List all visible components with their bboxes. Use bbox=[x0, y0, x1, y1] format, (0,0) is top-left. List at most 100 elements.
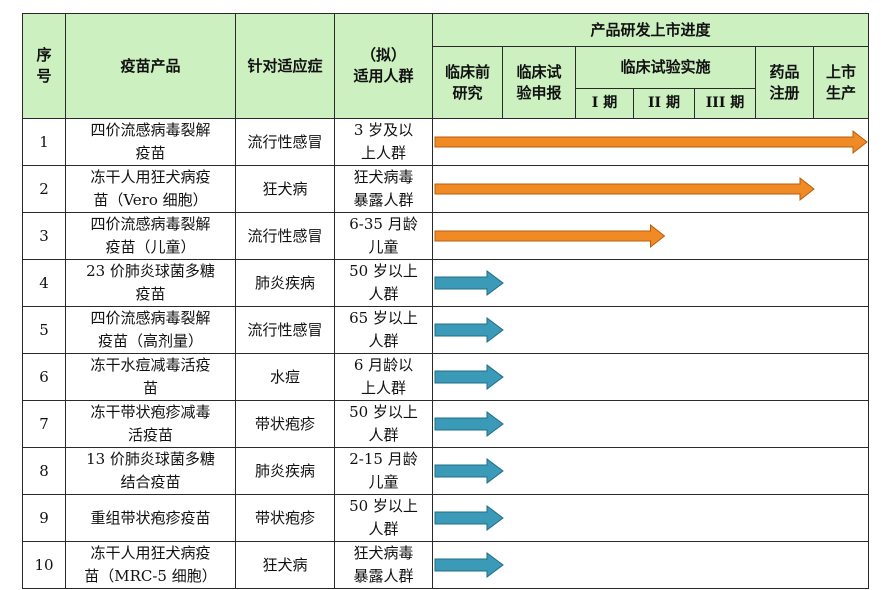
cell-indication: 带状疱疹 bbox=[235, 494, 335, 542]
product-line: 四价流感病毒裂解 bbox=[90, 215, 211, 233]
header-stage-preclinical: 临床前 研究 bbox=[432, 46, 503, 119]
cell-seq: 4 bbox=[22, 259, 66, 307]
cell-seq: 1 bbox=[22, 118, 66, 166]
cell-product: 四价流感病毒裂解 疫苗（高剂量） bbox=[65, 306, 236, 354]
cell-seq: 7 bbox=[22, 400, 66, 448]
cell-indication: 狂犬病 bbox=[235, 165, 335, 213]
population-line: 人群 bbox=[368, 332, 399, 350]
header-population: （拟） 适用人群 bbox=[334, 13, 433, 119]
header-stage-ind-filing: 临床试 验申报 bbox=[502, 46, 576, 119]
progress-arrow bbox=[434, 458, 504, 484]
cell-indication: 狂犬病 bbox=[235, 541, 335, 589]
progress-arrow-svg bbox=[434, 505, 504, 531]
vaccine-pipeline-table: 序号 疫苗产品 针对适应症 （拟） 适用人群 产品研发上市进度 临床前 研究 临床试… bbox=[22, 13, 870, 589]
cell-indication: 流行性感冒 bbox=[235, 118, 335, 166]
progress-arrow bbox=[434, 552, 504, 578]
table-row: 3 四价流感病毒裂解 疫苗（儿童） 流行性感冒 6-35 月龄 儿童 bbox=[22, 212, 870, 260]
population-line: 狂犬病毒 bbox=[353, 544, 414, 562]
cell-seq: 3 bbox=[22, 212, 66, 260]
progress-arrow-svg bbox=[434, 552, 504, 578]
cell-progress bbox=[431, 212, 870, 260]
cell-product: 冻干人用狂犬病疫 苗（MRC-5 细胞） bbox=[65, 541, 236, 589]
population-line: 人群 bbox=[368, 520, 399, 538]
product-line: 四价流感病毒裂解 bbox=[90, 309, 211, 327]
product-line: 23 价肺炎球菌多糖 bbox=[86, 262, 215, 280]
progress-arrow-svg bbox=[434, 364, 504, 390]
progress-arrow-svg bbox=[434, 411, 504, 437]
population-line: 50 岁以上 bbox=[349, 497, 418, 515]
product-line: 疫苗（儿童） bbox=[105, 238, 196, 256]
progress-arrow bbox=[434, 129, 868, 155]
product-line: 冻干人用狂犬病疫 bbox=[90, 544, 211, 562]
product-line: 13 价肺炎球菌多糖 bbox=[86, 450, 215, 468]
cell-population: 50 岁以上 人群 bbox=[334, 259, 433, 307]
header-seq: 序号 bbox=[22, 13, 66, 119]
cell-population: 50 岁以上 人群 bbox=[334, 400, 433, 448]
header-progress-group: 产品研发上市进度 bbox=[431, 13, 870, 47]
population-line: 3 岁及以 bbox=[353, 121, 414, 139]
header-phase-3: III 期 bbox=[694, 88, 756, 119]
population-line: 上人群 bbox=[360, 379, 406, 397]
progress-arrow bbox=[434, 223, 666, 249]
table-header: 序号 疫苗产品 针对适应症 （拟） 适用人群 产品研发上市进度 临床前 研究 临床试… bbox=[22, 13, 870, 119]
table-row: 1 四价流感病毒裂解 疫苗 流行性感冒 3 岁及以 上人群 bbox=[22, 118, 870, 166]
product-line: 结合疫苗 bbox=[120, 473, 181, 491]
cell-product: 冻干人用狂犬病疫 苗（Vero 细胞） bbox=[65, 165, 236, 213]
population-line: 暴露人群 bbox=[353, 191, 414, 209]
cell-seq: 6 bbox=[22, 353, 66, 401]
cell-indication: 水痘 bbox=[235, 353, 335, 401]
population-line: 2-15 月龄 bbox=[349, 450, 418, 468]
table-row: 6 冻干水痘减毒活疫苗水痘 6 月龄以 上人群 bbox=[22, 353, 870, 401]
population-line: 6-35 月龄 bbox=[349, 215, 418, 233]
cell-indication: 流行性感冒 bbox=[235, 212, 335, 260]
cell-product: 重组带状疱疹疫苗 bbox=[65, 494, 236, 542]
cell-progress bbox=[431, 541, 870, 589]
product-line: 四价流感病毒裂解 bbox=[90, 121, 211, 139]
table-row: 4 23 价肺炎球菌多糖 疫苗 肺炎疾病 50 岁以上 人群 bbox=[22, 259, 870, 307]
progress-arrow-svg bbox=[434, 223, 666, 249]
cell-seq: 10 bbox=[22, 541, 66, 589]
cell-product: 冻干带状疱疹减毒 活疫苗 bbox=[65, 400, 236, 448]
cell-population: 3 岁及以上人群 bbox=[334, 118, 433, 166]
cell-indication: 流行性感冒 bbox=[235, 306, 335, 354]
progress-arrow-svg bbox=[434, 129, 868, 155]
product-line: 冻干带状疱疹减毒 bbox=[90, 403, 211, 421]
cell-progress bbox=[431, 165, 870, 213]
cell-population: 2-15 月龄 儿童 bbox=[334, 447, 433, 495]
product-line: 疫苗 bbox=[135, 144, 166, 162]
progress-arrow-svg bbox=[434, 270, 504, 296]
table-row: 2 冻干人用狂犬病疫 苗（Vero 细胞） 狂犬病 狂犬病毒 暴露人群 bbox=[22, 165, 870, 213]
population-line: 人群 bbox=[368, 285, 399, 303]
progress-arrow bbox=[434, 505, 504, 531]
progress-arrow bbox=[434, 364, 504, 390]
header-trial-group: 临床试验实施 bbox=[575, 46, 756, 89]
progress-arrow bbox=[434, 411, 504, 437]
population-line: 人群 bbox=[368, 426, 399, 444]
cell-indication: 肺炎疾病 bbox=[235, 259, 335, 307]
cell-product: 四价流感病毒裂解 疫苗 bbox=[65, 118, 236, 166]
cell-product: 13 价肺炎球菌多糖 结合疫苗 bbox=[65, 447, 236, 495]
header-stage-marketing: 上市 生产 bbox=[812, 46, 870, 119]
product-line: 苗（Vero 细胞） bbox=[93, 191, 208, 209]
population-line: 50 岁以上 bbox=[349, 262, 418, 280]
table-row: 10 冻干人用狂犬病疫 苗（MRC-5 细胞） 狂犬病 狂犬病毒 暴露人群 bbox=[22, 541, 870, 589]
population-line: 65 岁以上 bbox=[349, 309, 418, 327]
header-stage-registration: 药品 注册 bbox=[755, 46, 814, 119]
cell-progress bbox=[431, 306, 870, 354]
cell-progress bbox=[431, 118, 870, 166]
cell-population: 狂犬病毒 暴露人群 bbox=[334, 165, 433, 213]
population-line: 上人群 bbox=[360, 144, 406, 162]
population-line: 6 月龄以 bbox=[353, 356, 414, 374]
product-line: 疫苗（高剂量） bbox=[97, 332, 203, 350]
header-product: 疫苗产品 bbox=[65, 13, 236, 119]
table-row: 5 四价流感病毒裂解 疫苗（高剂量） 流行性感冒 65 岁以上 人群 bbox=[22, 306, 870, 354]
progress-arrow-svg bbox=[434, 176, 815, 202]
cell-progress bbox=[431, 447, 870, 495]
cell-progress bbox=[431, 400, 870, 448]
cell-progress bbox=[431, 353, 870, 401]
progress-arrow-svg bbox=[434, 317, 504, 343]
product-line: 疫苗 bbox=[135, 285, 166, 303]
cell-product: 冻干水痘减毒活疫苗 bbox=[65, 353, 236, 401]
table-body: 1 四价流感病毒裂解 疫苗 流行性感冒 3 岁及以 上人群 2 冻干人用狂犬病疫 苗（Vero … bbox=[22, 118, 870, 589]
cell-population: 6 月龄以上人群 bbox=[334, 353, 433, 401]
